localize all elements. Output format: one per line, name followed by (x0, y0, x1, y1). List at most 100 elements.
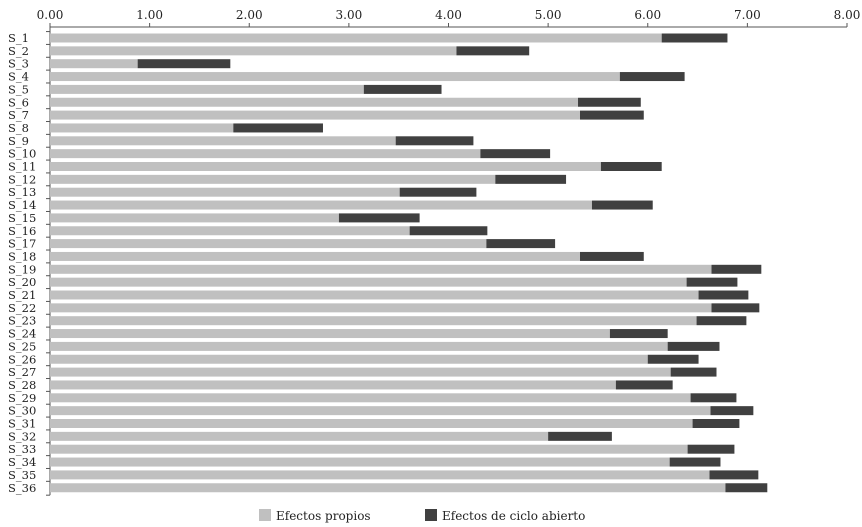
bar-segment-efectos-propios (50, 380, 616, 390)
category-label: S_32 (8, 429, 36, 443)
bar-segment-efectos-ciclo-abierto (667, 341, 720, 351)
bar-segment-efectos-ciclo-abierto (456, 46, 530, 56)
bar-segment-efectos-ciclo-abierto (669, 457, 721, 467)
bar-segment-efectos-ciclo-abierto (709, 470, 759, 480)
x-tick-label: 3.00 (336, 8, 363, 22)
x-tick-label: 0.00 (37, 8, 64, 22)
category-label: S_6 (8, 95, 29, 109)
bar-segment-efectos-propios (50, 341, 668, 351)
bar-segment-efectos-ciclo-abierto (615, 380, 673, 390)
bar-segment-efectos-propios (50, 110, 581, 120)
bar-segment-efectos-ciclo-abierto (233, 123, 323, 133)
category-label: S_19 (8, 262, 36, 276)
bar-segment-efectos-ciclo-abierto (696, 316, 747, 326)
bar-segment-efectos-ciclo-abierto (363, 84, 442, 94)
category-label: S_3 (8, 57, 29, 71)
category-label: S_15 (8, 211, 36, 225)
bar-segment-efectos-propios (50, 149, 481, 159)
bar-segment-efectos-propios (50, 239, 487, 249)
bar-segment-efectos-propios (50, 187, 400, 197)
bar-segment-efectos-propios (50, 419, 693, 428)
x-tick-label: 4.00 (435, 8, 462, 22)
category-label: S_29 (8, 391, 36, 405)
category-label: S_36 (8, 481, 36, 495)
bar-segment-efectos-ciclo-abierto (711, 303, 760, 313)
category-label: S_28 (8, 378, 36, 392)
bar-segment-efectos-propios (50, 406, 711, 416)
bar-segment-efectos-ciclo-abierto (687, 444, 735, 454)
bar-segment-efectos-propios (50, 84, 364, 94)
bar-segment-efectos-ciclo-abierto (395, 136, 474, 146)
bar-segment-efectos-ciclo-abierto (686, 277, 738, 287)
bar-segment-efectos-ciclo-abierto (399, 187, 477, 197)
category-label: S_7 (8, 108, 29, 122)
category-label: S_13 (8, 185, 36, 199)
bar-segment-efectos-propios (50, 123, 234, 133)
bar-segment-efectos-propios (50, 316, 697, 326)
x-tick-label: 8.00 (834, 8, 861, 22)
category-label: S_25 (8, 339, 36, 353)
bar-segment-efectos-ciclo-abierto (580, 251, 644, 261)
bar-segment-efectos-ciclo-abierto (690, 393, 737, 403)
category-label: S_11 (8, 160, 36, 174)
category-label: S_31 (8, 417, 36, 431)
bar-segment-efectos-ciclo-abierto (619, 72, 685, 82)
bar-segment-efectos-propios (50, 329, 610, 339)
legend-label-efectos-propios: Efectos propios (276, 509, 371, 523)
bar-segment-efectos-propios (50, 59, 138, 69)
bar-segment-efectos-propios (50, 226, 410, 236)
bar-segment-efectos-propios (50, 200, 592, 210)
bar-segment-efectos-propios (50, 97, 579, 107)
category-label: S_1 (8, 31, 29, 45)
category-label: S_20 (8, 275, 36, 289)
category-label: S_18 (8, 249, 36, 263)
bar-segment-efectos-propios (50, 174, 496, 184)
bar-segment-efectos-ciclo-abierto (409, 226, 488, 236)
category-label: S_33 (8, 442, 36, 456)
bar-segment-efectos-propios (50, 470, 710, 480)
bar-segment-efectos-ciclo-abierto (661, 33, 728, 43)
bar-segment-efectos-ciclo-abierto (711, 264, 762, 274)
bar-segment-efectos-ciclo-abierto (609, 329, 668, 339)
bar-segment-efectos-propios (50, 367, 671, 377)
category-label: S_14 (8, 198, 36, 212)
legend-swatch-efectos-ciclo-abierto (425, 509, 437, 521)
category-label: S_17 (8, 237, 36, 251)
bar-segment-efectos-propios (50, 136, 396, 146)
legend-label-efectos-ciclo-abierto: Efectos de ciclo abierto (442, 509, 585, 523)
x-tick-label: 5.00 (535, 8, 562, 22)
bar-segment-efectos-propios (50, 303, 712, 313)
bar-segment-efectos-ciclo-abierto (725, 483, 768, 493)
category-label: S_9 (8, 134, 29, 148)
bar-segment-efectos-propios (50, 277, 687, 287)
bar-segment-efectos-ciclo-abierto (591, 200, 653, 210)
x-tick-label: 6.00 (634, 8, 661, 22)
category-label: S_16 (8, 224, 36, 238)
category-label: S_10 (8, 147, 36, 161)
bar-segment-efectos-ciclo-abierto (670, 367, 717, 377)
category-label: S_23 (8, 314, 36, 328)
category-label: S_34 (8, 455, 36, 469)
category-label: S_12 (8, 172, 36, 186)
bar-segment-efectos-ciclo-abierto (548, 431, 612, 441)
x-tick-label: 7.00 (734, 8, 761, 22)
category-label: S_5 (8, 82, 29, 96)
bar-segment-efectos-propios (50, 354, 648, 364)
category-label: S_35 (8, 468, 36, 482)
bar-segment-efectos-ciclo-abierto (698, 290, 749, 300)
category-label: S_22 (8, 301, 36, 315)
legend: Efectos propios Efectos de ciclo abierto (259, 509, 585, 523)
category-label: S_27 (8, 365, 36, 379)
axis-layer: 0.00 1.00 2.00 3.00 4.00 5.00 6.00 7.00 8.00S_1S… (8, 8, 861, 496)
bar-segment-efectos-ciclo-abierto (692, 419, 740, 428)
bar-segment-efectos-propios (50, 213, 339, 223)
bar-segment-efectos-propios (50, 72, 620, 82)
bar-segment-efectos-propios (50, 290, 699, 300)
bar-segment-efectos-propios (50, 457, 670, 467)
bar-segment-efectos-ciclo-abierto (338, 213, 420, 223)
bar-segment-efectos-propios (50, 33, 662, 43)
bar-segment-efectos-ciclo-abierto (580, 110, 644, 120)
bar-segment-efectos-propios (50, 162, 601, 171)
bar-segment-efectos-propios (50, 444, 688, 454)
